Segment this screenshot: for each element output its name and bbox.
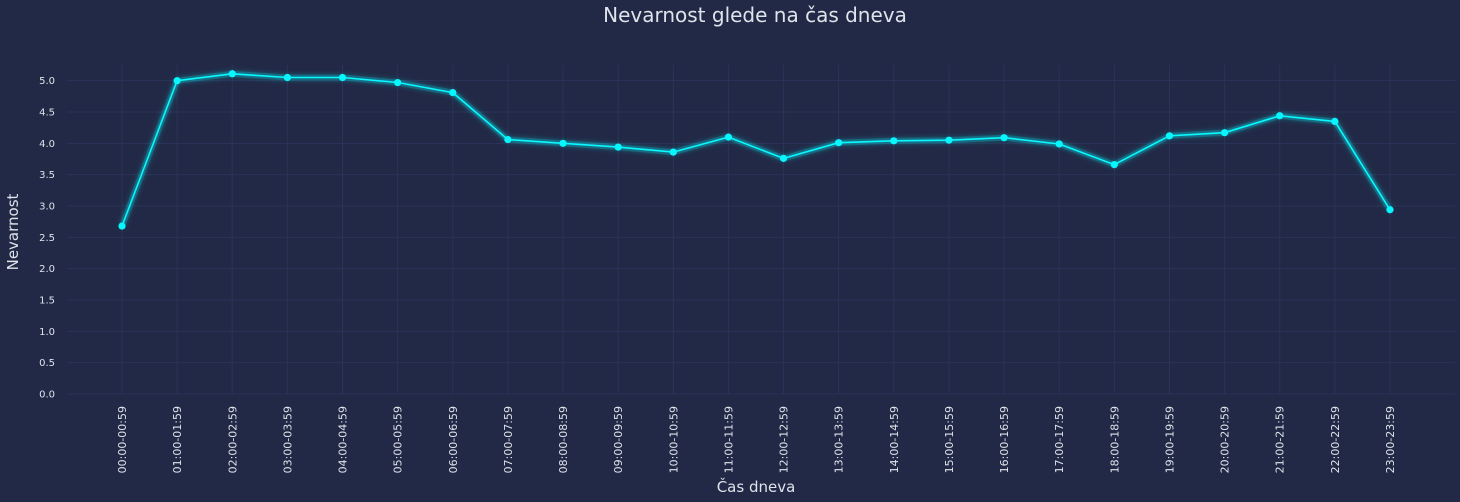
chart-title: Nevarnost glede na čas dneva (603, 3, 907, 27)
data-point (1386, 206, 1394, 214)
x-tick-label: 23:00-23:59 (1384, 406, 1397, 473)
x-tick-label: 06:00-06:59 (447, 406, 460, 473)
y-tick-label: 4.5 (39, 108, 55, 119)
x-tick-label: 02:00-02:59 (226, 406, 239, 473)
x-axis-ticks: 00:00-00:59 01:00-01:59 02:00-02:59 03:00-0… (116, 406, 1397, 473)
data-point (228, 70, 236, 78)
data-point (283, 73, 291, 82)
x-tick-label: 21:00-21:59 (1274, 406, 1287, 473)
x-tick-label: 13:00-13:59 (833, 406, 846, 473)
y-tick-label: 3.5 (39, 170, 55, 181)
data-point (173, 77, 181, 85)
y-tick-label: 4.0 (39, 139, 55, 150)
data-point (504, 135, 512, 144)
y-tick-label: 1.5 (39, 296, 55, 307)
y-tick-label: 0.5 (39, 358, 55, 369)
y-tick-label: 2.0 (39, 264, 55, 275)
data-point (724, 133, 733, 141)
x-tick-label: 14:00-14:59 (888, 406, 901, 473)
x-tick-label: 05:00-05:59 (392, 406, 405, 473)
x-tick-label: 01:00-01:59 (171, 406, 184, 473)
x-tick-label: 10:00-10:59 (667, 406, 680, 473)
y-tick-label: 2.5 (39, 233, 55, 244)
x-tick-label: 20:00-20:59 (1219, 406, 1232, 473)
y-tick-label: 0.0 (39, 390, 55, 401)
x-tick-label: 17:00-17:59 (1053, 406, 1066, 473)
data-point (394, 78, 402, 87)
data-point (1165, 132, 1174, 140)
x-tick-label: 03:00-03:59 (281, 406, 294, 473)
x-tick-label: 08:00-08:59 (557, 406, 570, 473)
x-tick-label: 19:00-19:59 (1163, 406, 1176, 473)
x-tick-label: 04:00-04:59 (337, 406, 350, 473)
y-axis-ticks: 0.0 0.5 1.0 1.5 2.0 2.5 3.0 3.5 4.0 4.5 5.0 (39, 76, 55, 400)
data-point (118, 222, 126, 230)
x-tick-label: 12:00-12:59 (778, 406, 791, 473)
y-tick-label: 5.0 (39, 76, 55, 87)
x-tick-label: 00:00-00:59 (116, 406, 129, 473)
y-tick-label: 1.0 (39, 327, 55, 338)
x-axis-title: Čas dneva (717, 477, 796, 496)
x-tick-label: 11:00-11:59 (722, 406, 735, 473)
data-point (945, 136, 953, 144)
grid (67, 65, 1455, 395)
data-point (1110, 161, 1118, 169)
x-tick-label: 22:00-22:59 (1329, 406, 1342, 473)
data-point (669, 148, 677, 156)
series-line-glow (119, 70, 1393, 228)
x-tick-label: 18:00-18:59 (1108, 406, 1121, 473)
series-layer (118, 70, 1394, 230)
x-tick-label: 15:00-15:59 (943, 406, 956, 473)
data-point (1331, 117, 1339, 125)
data-point (559, 139, 567, 147)
data-point (835, 139, 843, 147)
data-point (1276, 112, 1284, 120)
data-point (338, 73, 347, 82)
x-tick-label: 09:00-09:59 (612, 406, 625, 473)
data-point (1221, 129, 1229, 137)
data-point (890, 137, 898, 145)
data-point (1055, 140, 1063, 148)
y-tick-label: 3.0 (39, 202, 55, 213)
series-line (121, 73, 1391, 227)
data-point (1000, 134, 1008, 142)
x-tick-label: 16:00-16:59 (998, 406, 1011, 473)
data-point (449, 88, 457, 97)
data-point (614, 143, 622, 151)
data-point (779, 154, 788, 162)
x-tick-label: 07:00-07:59 (502, 406, 515, 473)
y-axis-title: Nevarnost (4, 193, 22, 270)
